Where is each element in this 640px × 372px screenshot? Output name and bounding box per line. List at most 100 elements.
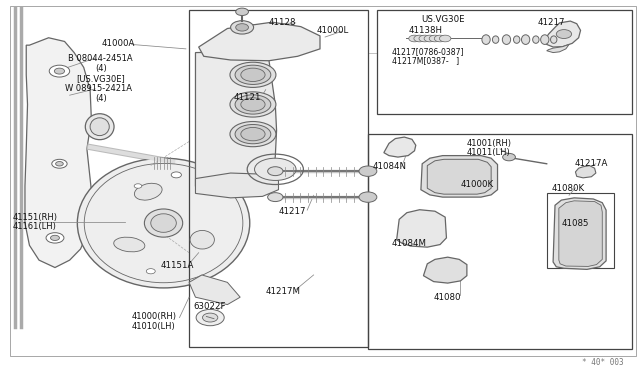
Text: 41010(LH): 41010(LH) (132, 321, 175, 331)
Text: 41084M: 41084M (392, 239, 426, 248)
Polygon shape (428, 159, 491, 194)
Ellipse shape (492, 36, 499, 43)
Circle shape (147, 269, 156, 274)
Text: 41217A: 41217A (574, 159, 607, 168)
Ellipse shape (230, 92, 276, 117)
Ellipse shape (77, 158, 250, 288)
Polygon shape (189, 275, 240, 305)
Ellipse shape (241, 68, 265, 81)
Circle shape (172, 172, 181, 178)
Ellipse shape (235, 95, 271, 114)
Polygon shape (559, 201, 602, 266)
Ellipse shape (482, 35, 490, 44)
Text: [US.VG30E]: [US.VG30E] (76, 74, 125, 83)
Ellipse shape (151, 214, 176, 232)
Text: 41001(RH): 41001(RH) (467, 139, 512, 148)
Text: 41217[0786-0387]: 41217[0786-0387] (392, 47, 464, 56)
Text: 41000K: 41000K (461, 180, 493, 189)
Bar (368, 134, 632, 349)
Circle shape (268, 167, 283, 176)
Ellipse shape (190, 231, 214, 249)
Text: 41217: 41217 (278, 208, 306, 217)
Text: (4): (4) (95, 94, 107, 103)
Ellipse shape (550, 36, 557, 43)
Text: 41000A: 41000A (102, 39, 135, 48)
Text: 41151(RH): 41151(RH) (12, 213, 57, 222)
Ellipse shape (85, 114, 114, 140)
Polygon shape (547, 44, 569, 52)
Text: US.VG30E: US.VG30E (421, 15, 465, 24)
Ellipse shape (235, 125, 271, 144)
Text: 63022F: 63022F (193, 302, 226, 311)
Polygon shape (25, 38, 93, 267)
Text: 41217M: 41217M (266, 287, 301, 296)
Circle shape (56, 161, 63, 166)
Circle shape (429, 35, 441, 42)
Circle shape (51, 235, 60, 240)
Text: 41128: 41128 (269, 18, 296, 27)
Ellipse shape (145, 209, 182, 237)
Circle shape (440, 35, 451, 42)
Text: 41084N: 41084N (372, 162, 406, 171)
Bar (189, 10, 368, 347)
Circle shape (359, 166, 377, 176)
Text: B 08044-2451A: B 08044-2451A (68, 54, 132, 62)
Circle shape (236, 24, 248, 31)
Polygon shape (545, 21, 580, 47)
Text: 41217: 41217 (537, 18, 564, 27)
Polygon shape (553, 198, 606, 269)
Ellipse shape (134, 183, 162, 200)
Text: 41121: 41121 (234, 93, 261, 102)
Circle shape (236, 8, 248, 16)
Ellipse shape (114, 237, 145, 252)
Ellipse shape (522, 35, 530, 44)
Text: 41151A: 41151A (161, 261, 194, 270)
Text: 41085: 41085 (561, 219, 589, 228)
Ellipse shape (230, 122, 276, 147)
Ellipse shape (255, 158, 296, 180)
Ellipse shape (235, 65, 271, 84)
Circle shape (54, 68, 65, 74)
Text: 41138H: 41138H (408, 26, 442, 35)
Bar (547, 193, 614, 268)
Polygon shape (421, 155, 497, 197)
Ellipse shape (241, 128, 265, 141)
Circle shape (409, 35, 420, 42)
Ellipse shape (230, 62, 276, 87)
Text: 41000(RH): 41000(RH) (132, 312, 177, 321)
Ellipse shape (541, 35, 549, 44)
Circle shape (435, 35, 446, 42)
Text: 41011(LH): 41011(LH) (467, 148, 511, 157)
Circle shape (419, 35, 431, 42)
Ellipse shape (502, 35, 511, 44)
Circle shape (556, 30, 572, 38)
Circle shape (134, 184, 142, 188)
Circle shape (49, 65, 70, 77)
Ellipse shape (90, 118, 109, 136)
Text: * 40* 003: * 40* 003 (582, 358, 623, 367)
Polygon shape (195, 173, 278, 198)
Polygon shape (397, 210, 447, 247)
Circle shape (52, 159, 67, 168)
Polygon shape (384, 137, 416, 157)
Bar (378, 10, 632, 114)
Text: 41000L: 41000L (317, 26, 349, 35)
Circle shape (502, 153, 515, 161)
Polygon shape (424, 257, 467, 283)
Polygon shape (195, 52, 276, 194)
Text: 41080K: 41080K (551, 185, 584, 193)
Text: 41217M[0387-   ]: 41217M[0387- ] (392, 56, 459, 65)
Circle shape (46, 233, 64, 243)
Text: 41161(LH): 41161(LH) (12, 222, 56, 231)
Ellipse shape (241, 98, 265, 111)
Ellipse shape (532, 36, 539, 43)
Circle shape (268, 193, 283, 202)
Text: 41080: 41080 (434, 294, 461, 302)
Polygon shape (198, 22, 320, 61)
Circle shape (414, 35, 426, 42)
Circle shape (359, 192, 377, 202)
Text: W 08915-2421A: W 08915-2421A (65, 84, 132, 93)
Ellipse shape (513, 36, 520, 43)
Circle shape (202, 313, 218, 322)
Polygon shape (575, 166, 596, 178)
